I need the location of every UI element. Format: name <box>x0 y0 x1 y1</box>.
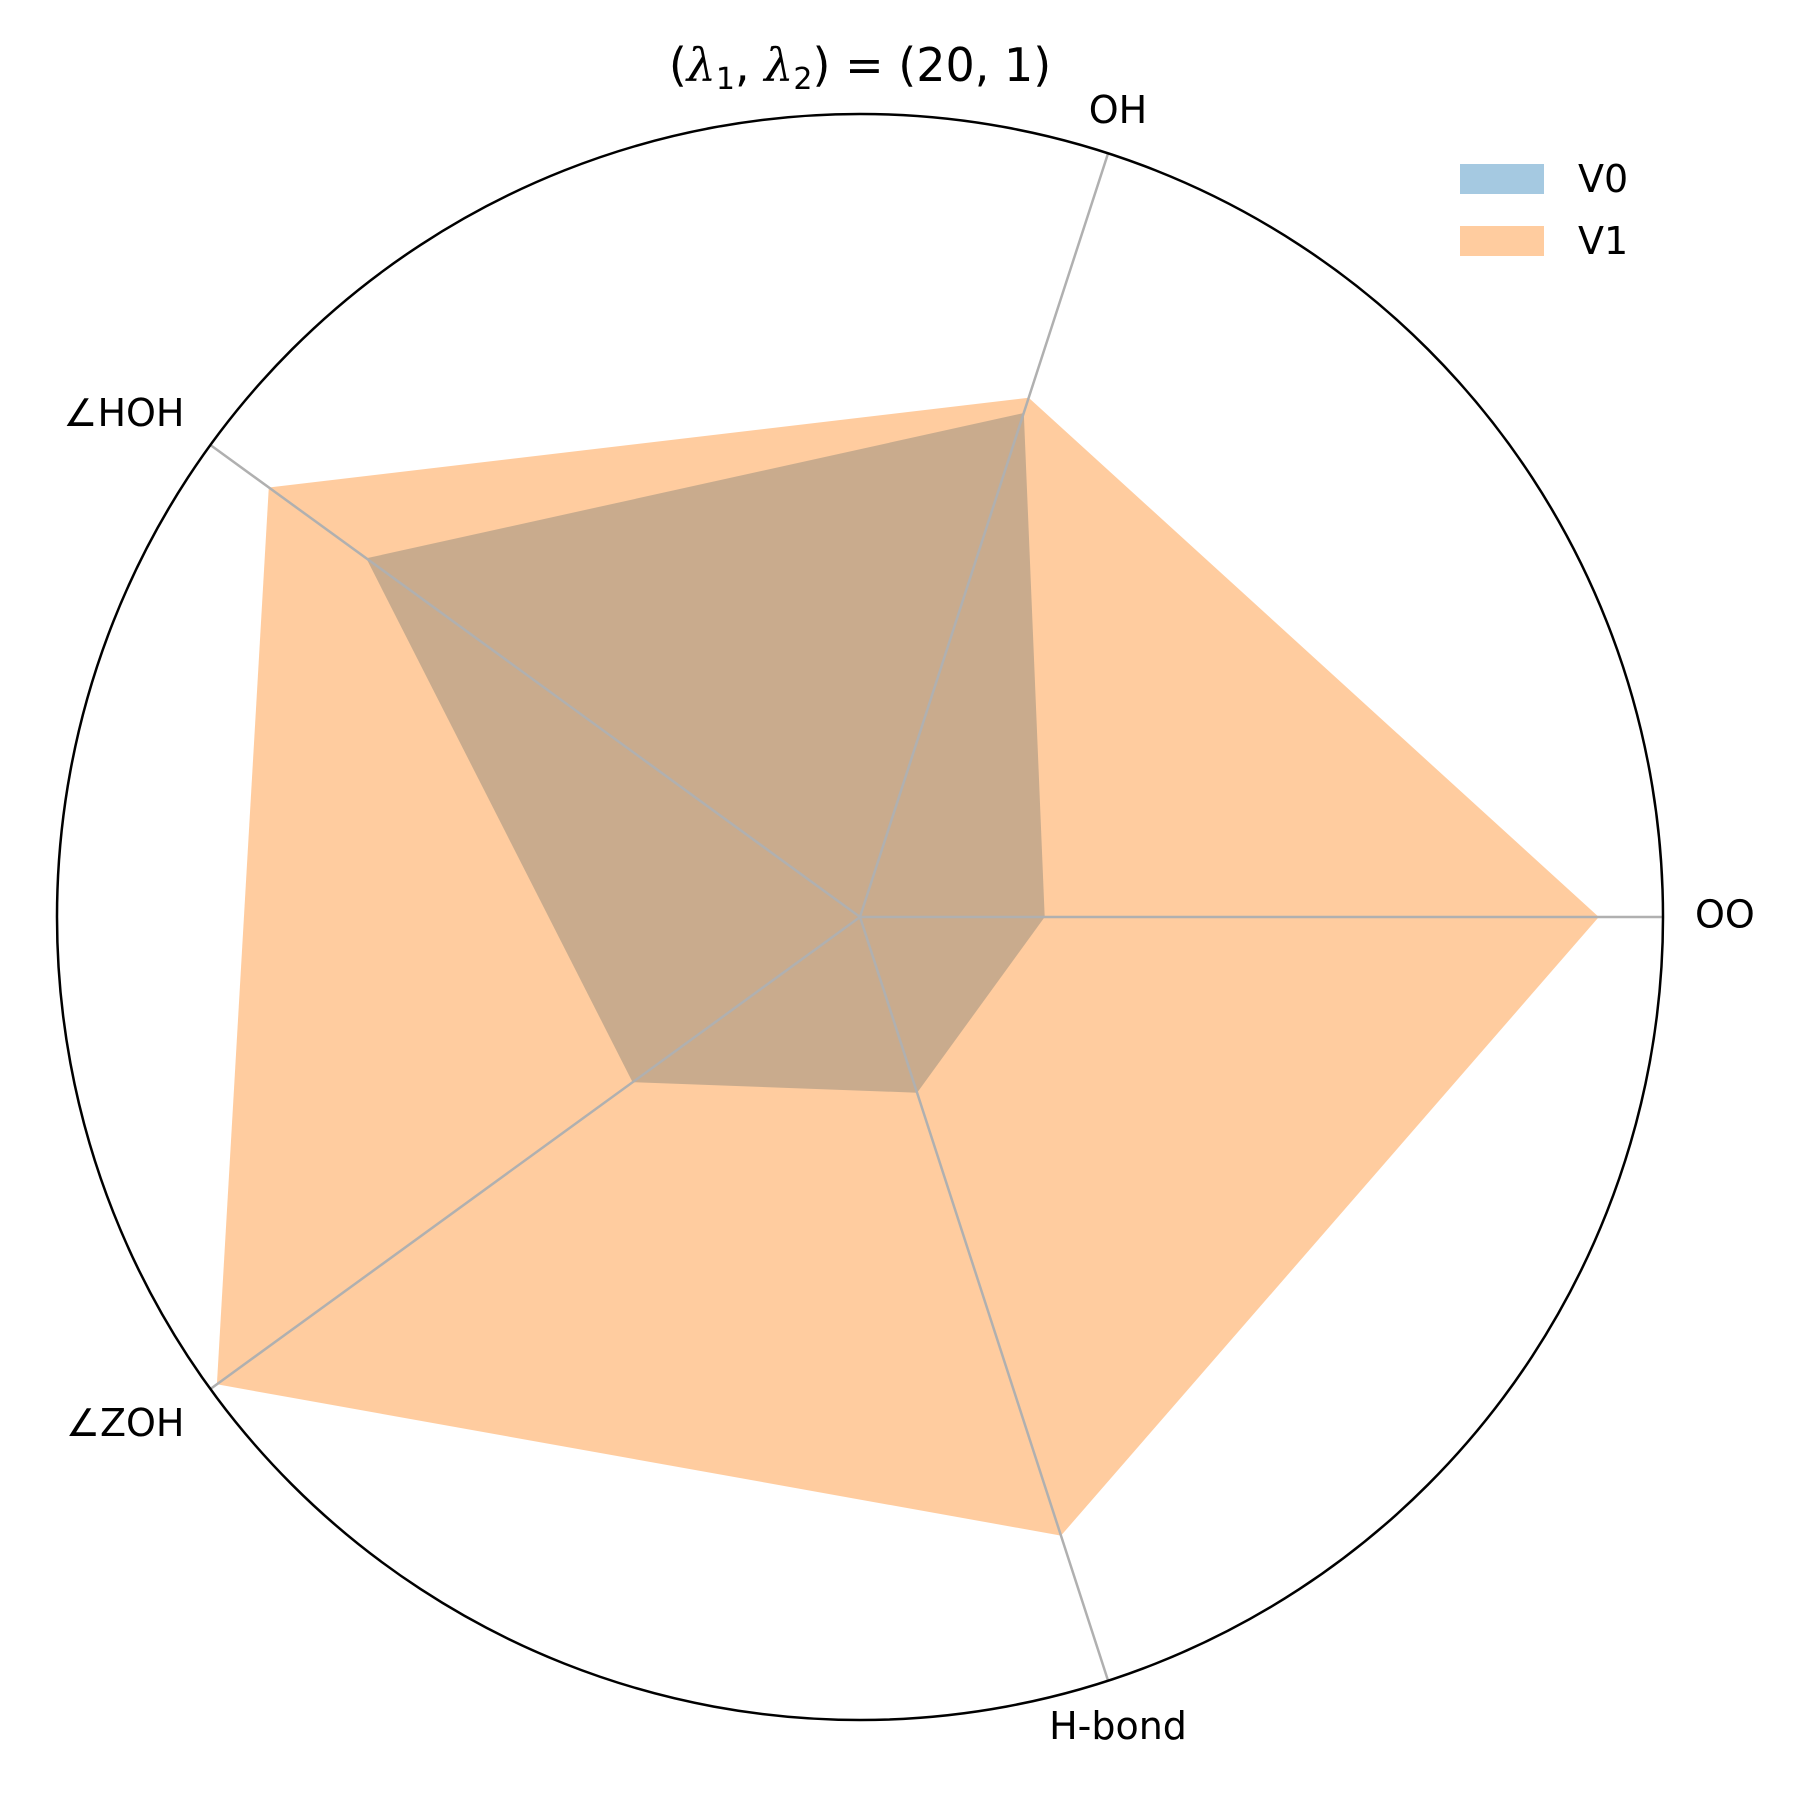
chart-title: (λ1, λ2) = (20, 1) <box>0 38 1720 97</box>
axis-label-1: OH <box>1089 88 1147 132</box>
axis-label-0: OO <box>1695 893 1755 937</box>
legend: V0 V1 <box>1460 148 1628 272</box>
legend-swatch-v0 <box>1460 164 1544 194</box>
title-prefix: ( <box>668 38 687 92</box>
title-suffix: ) = (20, 1) <box>812 38 1052 92</box>
legend-label-v1: V1 <box>1578 219 1629 263</box>
spoke-2 <box>209 443 861 919</box>
legend-item-v0: V0 <box>1460 148 1628 210</box>
legend-item-v1: V1 <box>1460 210 1628 272</box>
spoke-4 <box>858 916 1110 1682</box>
title-lambda-1: λ <box>686 38 716 92</box>
series-area-v1 <box>216 397 1599 1536</box>
radar-frame <box>55 112 1665 1722</box>
axis-label-3: ∠ZOH <box>66 1401 185 1445</box>
title-subscript-1: 1 <box>715 62 736 97</box>
legend-swatch-v1 <box>1460 226 1544 256</box>
spoke-1 <box>858 152 1110 918</box>
title-comma: , <box>735 38 765 92</box>
legend-label-v0: V0 <box>1578 157 1629 201</box>
series-area-v0 <box>366 413 1045 1093</box>
axis-label-2: ∠HOH <box>63 391 184 435</box>
spoke-3 <box>209 915 861 1391</box>
title-lambda-2: λ <box>764 38 794 92</box>
title-subscript-2: 2 <box>793 62 813 97</box>
axis-label-4: H-bond <box>1049 1704 1187 1748</box>
